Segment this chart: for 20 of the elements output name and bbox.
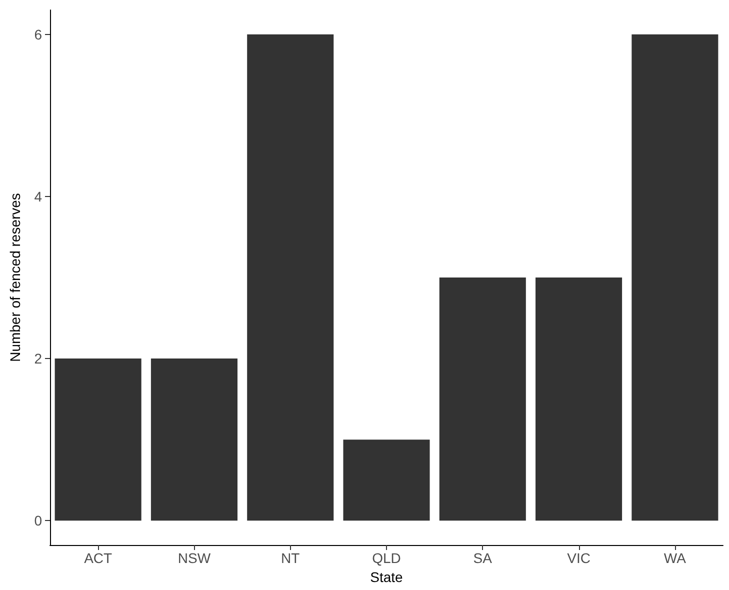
x-tick-label: WA xyxy=(664,550,687,566)
y-tick-label: 6 xyxy=(34,26,42,42)
x-axis-title: State xyxy=(370,568,404,585)
bar xyxy=(54,358,142,521)
bar xyxy=(632,34,718,521)
x-tick-label: SA xyxy=(473,550,493,566)
y-tick-label: 4 xyxy=(34,188,42,204)
bar xyxy=(439,278,526,521)
bar xyxy=(247,34,334,521)
bar xyxy=(343,440,430,521)
bar xyxy=(150,358,238,521)
y-axis-title: Number of fenced reserves xyxy=(7,193,23,362)
x-tick-label: VIC xyxy=(567,550,590,566)
x-tick-label: NSW xyxy=(178,550,212,566)
y-tick-label: 0 xyxy=(34,512,42,529)
bar xyxy=(536,278,622,521)
x-tick-label: NT xyxy=(281,550,300,566)
x-tick-label: QLD xyxy=(372,550,401,566)
y-tick-label: 2 xyxy=(34,350,42,367)
x-tick-label: ACT xyxy=(84,550,113,566)
